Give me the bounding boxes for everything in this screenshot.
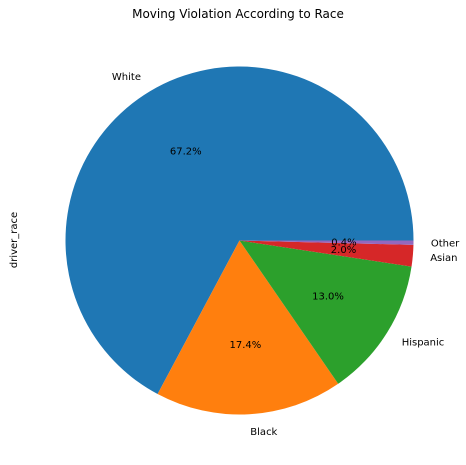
pie-slice-white (65, 66, 414, 395)
chart-title: Moving Violation According to Race (132, 7, 344, 21)
percent-label-black: 17.4% (230, 340, 262, 351)
percent-label-other: 0.4% (331, 237, 356, 248)
category-label-black: Black (250, 427, 277, 438)
percent-label-asian: 2.0% (331, 245, 356, 256)
pie-slice-asian (239, 240, 414, 267)
category-label-hispanic: Hispanic (402, 338, 445, 349)
percent-label-white: 67.2% (170, 147, 202, 158)
y-axis-label: driver_race (9, 212, 20, 268)
category-label-white: White (112, 72, 141, 83)
percent-labels: 67.2% 17.4% 13.0% 2.0%0.4% (170, 147, 357, 352)
category-label-asian: Asian (430, 253, 457, 264)
category-label-other: Other (431, 238, 460, 249)
percent-label-hispanic: 13.0% (312, 291, 344, 302)
pie-slice-hispanic (239, 240, 412, 384)
pie-slice-black (157, 240, 339, 415)
pie-slice-other (239, 240, 414, 245)
category-labels: White Black Hispanic Asian Other (112, 72, 460, 438)
pie-slices (65, 66, 414, 415)
